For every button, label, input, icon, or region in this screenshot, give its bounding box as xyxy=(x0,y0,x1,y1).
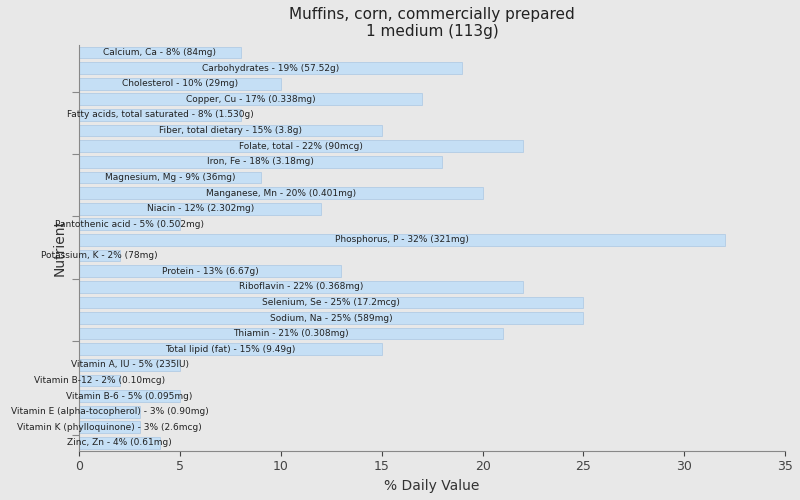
Bar xyxy=(79,203,322,214)
Text: Copper, Cu - 17% (0.338mg): Copper, Cu - 17% (0.338mg) xyxy=(186,95,315,104)
Bar xyxy=(79,234,725,246)
Text: Vitamin K (phylloquinone) - 3% (2.6mcg): Vitamin K (phylloquinone) - 3% (2.6mcg) xyxy=(17,423,202,432)
Bar xyxy=(79,296,583,308)
Text: Zinc, Zn - 4% (0.61mg): Zinc, Zn - 4% (0.61mg) xyxy=(67,438,172,448)
Text: Pantothenic acid - 5% (0.502mg): Pantothenic acid - 5% (0.502mg) xyxy=(55,220,204,229)
Text: Niacin - 12% (2.302mg): Niacin - 12% (2.302mg) xyxy=(146,204,254,213)
Bar xyxy=(79,359,180,370)
Bar xyxy=(79,266,342,277)
Bar xyxy=(79,140,523,152)
Text: Riboflavin - 22% (0.368mg): Riboflavin - 22% (0.368mg) xyxy=(239,282,363,292)
Bar xyxy=(79,344,382,355)
Text: Carbohydrates - 19% (57.52g): Carbohydrates - 19% (57.52g) xyxy=(202,64,339,72)
Bar xyxy=(79,94,422,105)
Bar xyxy=(79,172,261,183)
Bar xyxy=(79,62,462,74)
Bar xyxy=(79,156,442,168)
Text: Vitamin B-12 - 2% (0.10mcg): Vitamin B-12 - 2% (0.10mcg) xyxy=(34,376,165,385)
Bar xyxy=(79,78,281,90)
Text: Fatty acids, total saturated - 8% (1.530g): Fatty acids, total saturated - 8% (1.530… xyxy=(66,110,254,120)
Bar xyxy=(79,374,119,386)
Text: Thiamin - 21% (0.308mg): Thiamin - 21% (0.308mg) xyxy=(233,329,349,338)
Bar xyxy=(79,250,119,262)
Bar xyxy=(79,281,523,292)
Text: Calcium, Ca - 8% (84mg): Calcium, Ca - 8% (84mg) xyxy=(103,48,217,57)
Text: Folate, total - 22% (90mcg): Folate, total - 22% (90mcg) xyxy=(239,142,363,150)
Y-axis label: Nutrient: Nutrient xyxy=(53,219,66,276)
Bar xyxy=(79,124,382,136)
Text: Phosphorus, P - 32% (321mg): Phosphorus, P - 32% (321mg) xyxy=(335,236,469,244)
Text: Protein - 13% (6.67g): Protein - 13% (6.67g) xyxy=(162,266,258,276)
Text: Total lipid (fat) - 15% (9.49g): Total lipid (fat) - 15% (9.49g) xyxy=(166,345,296,354)
Bar xyxy=(79,46,241,58)
Bar xyxy=(79,406,140,417)
Text: Fiber, total dietary - 15% (3.8g): Fiber, total dietary - 15% (3.8g) xyxy=(159,126,302,135)
Bar xyxy=(79,422,140,433)
Text: Vitamin B-6 - 5% (0.095mg): Vitamin B-6 - 5% (0.095mg) xyxy=(66,392,193,400)
Bar xyxy=(79,328,502,340)
Text: Potassium, K - 2% (78mg): Potassium, K - 2% (78mg) xyxy=(41,251,158,260)
Bar xyxy=(79,218,180,230)
Text: Iron, Fe - 18% (3.18mg): Iron, Fe - 18% (3.18mg) xyxy=(207,158,314,166)
Title: Muffins, corn, commercially prepared
1 medium (113g): Muffins, corn, commercially prepared 1 m… xyxy=(290,7,575,40)
Text: Selenium, Se - 25% (17.2mcg): Selenium, Se - 25% (17.2mcg) xyxy=(262,298,400,307)
Bar xyxy=(79,390,180,402)
Bar xyxy=(79,187,482,199)
Bar xyxy=(79,312,583,324)
Bar xyxy=(79,109,241,121)
Text: Manganese, Mn - 20% (0.401mg): Manganese, Mn - 20% (0.401mg) xyxy=(206,188,356,198)
Text: Cholesterol - 10% (29mg): Cholesterol - 10% (29mg) xyxy=(122,79,238,88)
Bar xyxy=(79,437,160,449)
Text: Vitamin E (alpha-tocopherol) - 3% (0.90mg): Vitamin E (alpha-tocopherol) - 3% (0.90m… xyxy=(10,407,208,416)
Text: Sodium, Na - 25% (589mg): Sodium, Na - 25% (589mg) xyxy=(270,314,393,322)
X-axis label: % Daily Value: % Daily Value xyxy=(385,479,480,493)
Text: Magnesium, Mg - 9% (36mg): Magnesium, Mg - 9% (36mg) xyxy=(105,173,235,182)
Text: Vitamin A, IU - 5% (235IU): Vitamin A, IU - 5% (235IU) xyxy=(70,360,189,370)
